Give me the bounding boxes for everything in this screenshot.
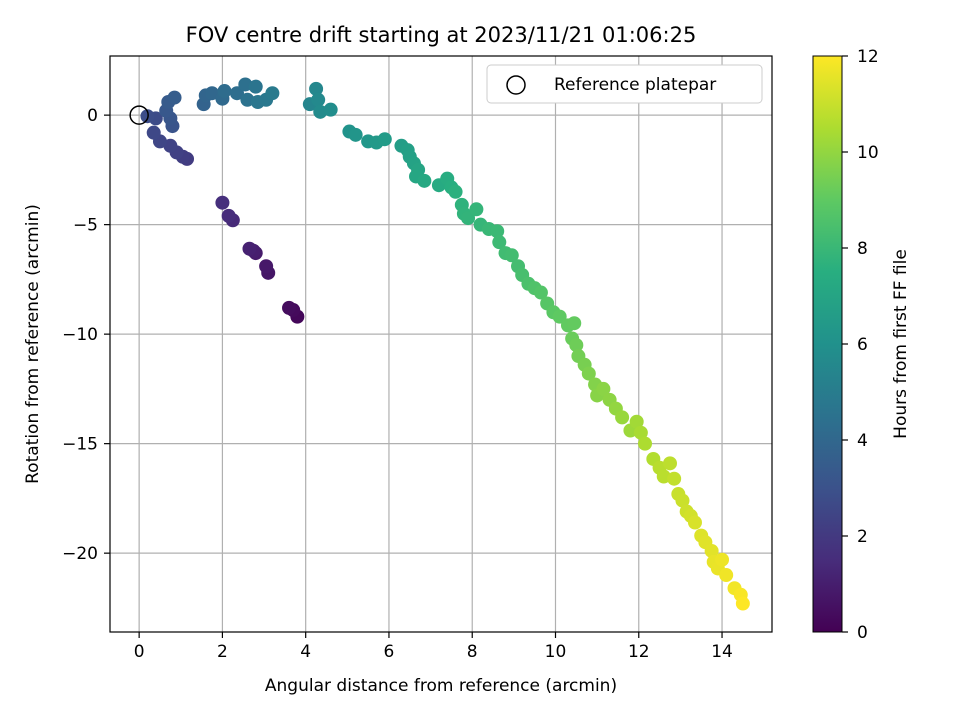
data-point [323, 102, 338, 117]
data-point [675, 493, 690, 508]
chart-title: FOV centre drift starting at 2023/11/21 … [186, 23, 697, 47]
data-point [687, 515, 702, 530]
colorbar-tick-label: 4 [857, 431, 868, 451]
data-point [248, 79, 263, 94]
y-tick-label: −10 [62, 325, 98, 345]
x-tick-label: 12 [628, 642, 650, 662]
grid-lines [110, 56, 772, 632]
colorbar-label: Hours from first FF file [891, 249, 911, 439]
colorbar-gradient [812, 55, 843, 633]
data-point [265, 86, 280, 101]
legend-box [486, 64, 763, 104]
data-point [259, 259, 274, 274]
data-point [311, 92, 326, 107]
data-point [596, 381, 611, 396]
y-tick-label: −5 [73, 216, 98, 236]
x-tick-label: 6 [384, 642, 395, 662]
data-point [581, 366, 596, 381]
data-point [205, 86, 220, 101]
colorbar-ticks: 0 2 4 6 8 10 12 [842, 47, 879, 643]
data-point [242, 241, 257, 256]
colorbar-tick-label: 8 [857, 239, 868, 259]
y-axis-ticks: 0 −5 −10 −15 −20 [62, 106, 110, 564]
data-point [448, 184, 463, 199]
data-points [140, 77, 750, 611]
y-tick-label: −20 [62, 544, 98, 564]
data-point [238, 77, 253, 92]
data-point [567, 316, 582, 331]
y-axis-title: Rotation from reference (arcmin) [23, 204, 43, 484]
reference-platepar-marker [129, 105, 149, 125]
x-tick-label: 4 [300, 642, 311, 662]
x-tick-label: 0 [134, 642, 145, 662]
data-point [348, 127, 363, 142]
data-point [656, 469, 671, 484]
y-tick-label: 0 [87, 106, 98, 126]
data-point [240, 92, 255, 107]
data-point [667, 471, 682, 486]
data-point [504, 248, 519, 263]
data-point [221, 208, 236, 223]
legend-label: Reference platepar [554, 75, 716, 95]
colorbar-tick-label: 2 [857, 527, 868, 547]
data-point [735, 596, 750, 611]
x-tick-label: 14 [711, 642, 733, 662]
data-point [492, 235, 507, 250]
data-point [629, 414, 644, 429]
colorbar: 0 2 4 6 8 10 12 Hours from first FF file [812, 47, 911, 643]
data-point [215, 195, 230, 210]
data-point [461, 211, 476, 226]
data-point [615, 410, 630, 425]
data-point [638, 436, 653, 451]
data-point [633, 425, 648, 440]
colorbar-tick-label: 6 [857, 335, 868, 355]
legend-marker-icon [506, 75, 526, 95]
colorbar-tick-label: 12 [857, 47, 879, 67]
data-point [662, 456, 677, 471]
plot-background [110, 56, 772, 632]
plot-frame [109, 55, 773, 633]
data-point [704, 543, 719, 558]
y-tick-label: −15 [62, 435, 98, 455]
data-point [217, 84, 232, 99]
data-point [469, 202, 484, 217]
data-point [569, 338, 584, 353]
colorbar-tick-label: 10 [857, 143, 879, 163]
data-point [229, 86, 244, 101]
x-axis-title: Angular distance from reference (arcmin) [265, 676, 617, 696]
x-tick-label: 10 [545, 642, 567, 662]
data-point [417, 173, 432, 188]
data-point [490, 224, 505, 239]
data-point [282, 300, 297, 315]
data-point [313, 104, 328, 119]
data-point [552, 309, 567, 324]
data-point [146, 125, 161, 140]
x-tick-label: 8 [467, 642, 478, 662]
legend: Reference platepar [486, 64, 763, 104]
data-point [167, 90, 182, 105]
plot-area: 0 2 4 6 8 10 12 14 0 −5 −10 −15 −20 [62, 55, 773, 662]
x-axis-ticks: 0 2 4 6 8 10 12 14 [134, 632, 733, 662]
data-point [533, 285, 548, 300]
data-point [715, 552, 730, 567]
data-point [377, 132, 392, 147]
data-point [309, 81, 324, 96]
colorbar-tick-label: 0 [857, 623, 868, 643]
x-tick-label: 2 [217, 642, 228, 662]
data-point [719, 568, 734, 583]
